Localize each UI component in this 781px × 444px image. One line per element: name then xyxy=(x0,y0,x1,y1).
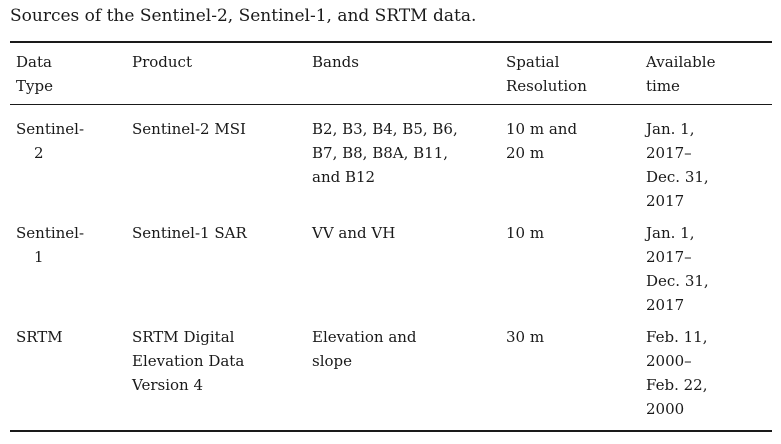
cell-line: Jan. 1, xyxy=(646,224,695,242)
cell-line: 10 m xyxy=(506,224,545,242)
cell-line: 2 xyxy=(34,144,44,162)
header-line: time xyxy=(646,77,680,95)
cell-available-time: Jan. 1, 2017– Dec. 31, 2017 xyxy=(646,221,771,317)
table-bottom-rule xyxy=(10,430,772,432)
cell-resolution: 30 m xyxy=(506,325,636,349)
header-product: Product xyxy=(132,50,302,74)
cell-line: Feb. 22, xyxy=(646,376,708,394)
cell-line: Feb. 11, xyxy=(646,328,708,346)
cell-line: SRTM Digital xyxy=(132,328,235,346)
cell-line: Version 4 xyxy=(132,376,204,394)
table-caption: Sources of the Sentinel-2, Sentinel-1, a… xyxy=(10,6,477,26)
cell-line: 1 xyxy=(34,248,44,266)
cell-data-type: SRTM xyxy=(16,325,116,349)
table-header-rule xyxy=(10,104,772,105)
cell-resolution: 10 m xyxy=(506,221,636,245)
cell-line: Dec. 31, xyxy=(646,168,709,186)
header-line: Data xyxy=(16,53,52,71)
cell-line: 2017 xyxy=(646,192,685,210)
cell-line: 20 m xyxy=(506,144,545,162)
cell-line: Sentinel- xyxy=(16,224,85,242)
cell-line: Sentinel- xyxy=(16,120,85,138)
cell-line: 2017– xyxy=(646,248,692,266)
cell-bands: VV and VH xyxy=(312,221,502,245)
cell-line: 2000 xyxy=(646,400,685,418)
cell-bands: B2, B3, B4, B5, B6, B7, B8, B8A, B11, an… xyxy=(312,117,502,189)
cell-available-time: Jan. 1, 2017– Dec. 31, 2017 xyxy=(646,117,771,213)
cell-line: Elevation and xyxy=(312,328,417,346)
cell-bands: Elevation and slope xyxy=(312,325,502,373)
header-line: Resolution xyxy=(506,77,587,95)
cell-product: SRTM Digital Elevation Data Version 4 xyxy=(132,325,302,397)
cell-line: B7, B8, B8A, B11, xyxy=(312,144,449,162)
header-line: Bands xyxy=(312,53,359,71)
header-spatial-resolution: Spatial Resolution xyxy=(506,50,636,98)
cell-available-time: Feb. 11, 2000– Feb. 22, 2000 xyxy=(646,325,771,421)
cell-line: B2, B3, B4, B5, B6, xyxy=(312,120,458,138)
cell-line: 2000– xyxy=(646,352,692,370)
cell-line: slope xyxy=(312,352,353,370)
cell-line: Sentinel-1 SAR xyxy=(132,224,247,242)
cell-line: Elevation Data xyxy=(132,352,245,370)
header-available-time: Available time xyxy=(646,50,771,98)
cell-line: 2017– xyxy=(646,144,692,162)
cell-line: SRTM xyxy=(16,328,63,346)
header-line: Available xyxy=(646,53,716,71)
header-bands: Bands xyxy=(312,50,502,74)
cell-line: VV and VH xyxy=(312,224,396,242)
header-data-type: Data Type xyxy=(16,50,116,98)
header-line: Product xyxy=(132,53,192,71)
cell-line: Dec. 31, xyxy=(646,272,709,290)
cell-line: and B12 xyxy=(312,168,376,186)
header-line: Spatial xyxy=(506,53,560,71)
table-top-rule xyxy=(10,41,772,43)
header-line: Type xyxy=(16,77,53,95)
cell-resolution: 10 m and 20 m xyxy=(506,117,636,165)
cell-line: 10 m and xyxy=(506,120,578,138)
cell-line: 30 m xyxy=(506,328,545,346)
cell-data-type: Sentinel- 1 xyxy=(16,221,116,269)
cell-data-type: Sentinel- 2 xyxy=(16,117,116,165)
cell-line: 2017 xyxy=(646,296,685,314)
cell-product: Sentinel-2 MSI xyxy=(132,117,302,141)
cell-line: Jan. 1, xyxy=(646,120,695,138)
cell-line: Sentinel-2 MSI xyxy=(132,120,246,138)
cell-product: Sentinel-1 SAR xyxy=(132,221,302,245)
